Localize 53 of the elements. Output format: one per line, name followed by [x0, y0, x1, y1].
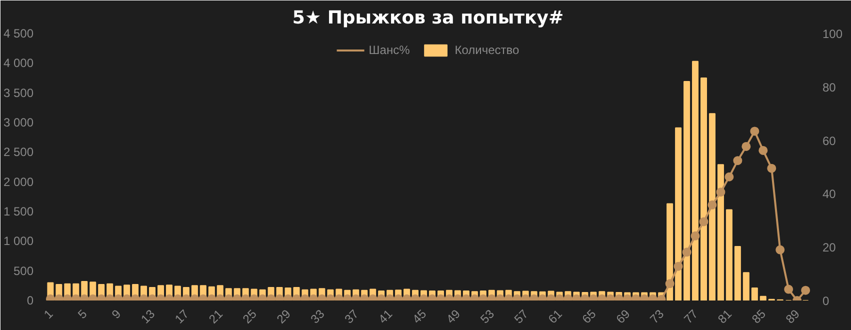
y-tick-label: 2 000	[3, 174, 34, 189]
bar	[734, 246, 741, 300]
legend-label: Количество	[454, 43, 520, 57]
y-tick-label: 500	[13, 264, 34, 278]
y-tick-label: 1 000	[3, 234, 34, 248]
x-tick-label: 45	[410, 306, 430, 326]
x-tick-label: 69	[613, 306, 633, 326]
legend-label: Шанс%	[368, 43, 410, 57]
bar	[751, 288, 758, 300]
x-tick-label: 9	[109, 306, 124, 322]
x-tick-label: 5	[75, 306, 90, 322]
x-tick-label: 73	[647, 306, 667, 326]
x-tick-label: 49	[444, 306, 464, 326]
y-tick-label: 4 500	[3, 26, 34, 40]
y2-tick-label: 0	[822, 294, 830, 308]
bar	[675, 127, 682, 300]
bar	[760, 296, 766, 300]
y2-tick-label: 60	[822, 134, 836, 148]
y-tick-label: 4 000	[3, 56, 34, 70]
bar	[700, 78, 708, 300]
y-tick-label: 3 500	[3, 86, 34, 100]
x-tick-label: 53	[478, 306, 498, 326]
x-tick-label: 13	[138, 306, 158, 326]
x-tick-label: 89	[783, 306, 803, 326]
x-tick-label: 81	[715, 306, 735, 326]
x-tick-label: 77	[681, 306, 701, 326]
bar	[708, 113, 716, 300]
bar	[692, 60, 699, 300]
y-tick-label: 0	[26, 294, 34, 308]
x-tick-label: 17	[172, 306, 192, 326]
bar	[742, 272, 750, 300]
bar	[726, 209, 732, 300]
x-tick-label: 85	[749, 306, 769, 326]
x-tick-label: 37	[342, 306, 362, 326]
chart-title: 5★ Прыжков за попытку#	[292, 8, 564, 28]
x-tick-label: 1	[41, 306, 56, 322]
y2-tick-label: 100	[822, 27, 843, 41]
x-tick-label: 21	[206, 306, 226, 326]
bar	[684, 81, 690, 300]
x-tick-label: 29	[274, 306, 294, 326]
x-tick-label: 65	[579, 306, 599, 326]
y2-tick-label: 40	[822, 187, 836, 202]
x-tick-label: 41	[376, 306, 396, 326]
y-tick-label: 2 500	[3, 145, 34, 160]
x-tick-label: 25	[240, 306, 260, 326]
x-tick-label: 33	[308, 306, 328, 326]
y-tick-label: 3 000	[3, 116, 34, 130]
bar	[717, 164, 724, 300]
y-tick-label: 1 500	[3, 204, 34, 218]
y2-tick-label: 80	[822, 80, 836, 94]
x-tick-label: 57	[512, 306, 532, 326]
x-tick-label: 61	[545, 306, 566, 326]
y2-tick-label: 20	[822, 240, 836, 255]
